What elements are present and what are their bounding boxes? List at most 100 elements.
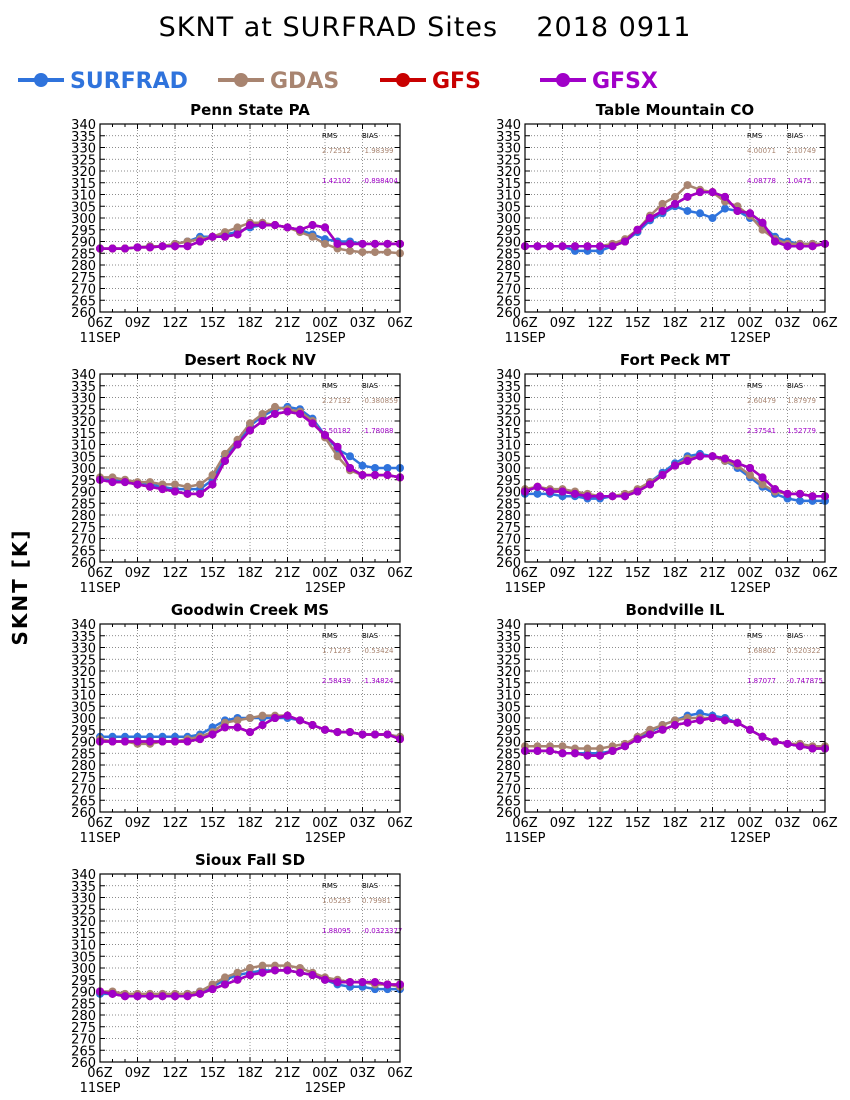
y-tick-label: 260 — [496, 556, 521, 571]
data-point — [183, 482, 192, 491]
panel-penn-state-pa: Penn State PA 260265270275280285290295300… — [71, 101, 413, 346]
y-tick-label: 280 — [71, 759, 96, 774]
y-tick-label: 285 — [71, 747, 96, 762]
x-tick-label: 12Z — [162, 566, 188, 581]
y-tick-label: 275 — [496, 771, 521, 786]
y-tick-label: 260 — [496, 806, 521, 821]
data-point — [671, 721, 679, 730]
data-point — [296, 409, 304, 418]
x-tick-label: 18Z — [237, 316, 263, 331]
data-point — [696, 188, 704, 197]
data-point — [333, 442, 342, 451]
data-point — [383, 464, 392, 472]
x-tick-label: 12Z — [162, 1066, 188, 1081]
data-point — [721, 716, 729, 725]
x-tick-label: 21Z — [275, 1066, 301, 1081]
date-label: 11SEP — [505, 581, 546, 596]
y-tick-label: 310 — [496, 689, 521, 704]
data-point — [796, 742, 804, 751]
stats-gfsx-rms: 1.87077 — [747, 677, 776, 685]
x-tick-label: 12Z — [162, 816, 188, 831]
panel-title: Bondville IL — [626, 601, 725, 619]
data-point — [271, 966, 279, 975]
data-point — [646, 214, 654, 222]
data-point — [746, 725, 754, 734]
date-label: 11SEP — [80, 331, 121, 346]
data-point — [233, 440, 242, 449]
y-tick-label: 275 — [71, 271, 96, 286]
data-point — [346, 464, 354, 472]
data-point — [646, 730, 654, 739]
data-point — [696, 716, 704, 725]
data-point — [671, 461, 679, 470]
data-point — [758, 218, 767, 227]
legend-label: GDAS — [270, 69, 339, 94]
data-point — [233, 968, 242, 977]
y-tick-label: 280 — [496, 259, 521, 274]
y-tick-label: 290 — [496, 736, 521, 751]
stats-gdas-rms: 2.60479 — [747, 397, 776, 405]
data-point — [183, 242, 192, 251]
x-tick-label: 00Z — [312, 816, 338, 831]
y-tick-label: 305 — [71, 700, 96, 715]
data-point — [596, 492, 604, 501]
x-tick-label: 03Z — [350, 316, 376, 331]
data-point — [233, 223, 242, 232]
data-point — [208, 471, 217, 480]
data-point — [533, 242, 542, 251]
data-point — [808, 242, 817, 251]
stats-header-bias: BIAS — [787, 382, 804, 390]
data-point — [321, 239, 329, 248]
y-tick-label: 270 — [496, 783, 521, 798]
data-point — [158, 242, 167, 251]
series-gfsx — [96, 221, 404, 253]
data-point — [121, 478, 129, 487]
stats-gfsx-rms: 2.58439 — [322, 677, 351, 685]
data-point — [533, 746, 542, 755]
data-point — [121, 737, 129, 746]
y-tick-label: 290 — [71, 236, 96, 251]
y-tick-label: 335 — [71, 130, 96, 145]
data-point — [233, 975, 242, 984]
date-label: 11SEP — [80, 581, 121, 596]
data-point — [533, 489, 542, 498]
y-tick-label: 295 — [496, 724, 521, 739]
data-point — [721, 192, 729, 201]
stats-gfsx-rms: 1.42102 — [322, 177, 351, 185]
y-tick-label: 310 — [496, 439, 521, 454]
date-label: 12SEP — [730, 831, 771, 846]
y-tick-label: 320 — [496, 415, 521, 430]
y-tick-label: 275 — [71, 1021, 96, 1036]
data-point — [171, 737, 179, 746]
plot-frame — [99, 123, 401, 313]
legend: SURFRAD GDAS GFS GFSX — [18, 69, 658, 94]
y-tick-label: 305 — [71, 950, 96, 965]
stats-gfsx-bias: 1.0475 — [787, 177, 812, 185]
stats-gdas-bias: -1.98399 — [362, 147, 393, 155]
data-point — [208, 985, 217, 994]
data-point — [321, 725, 329, 734]
y-tick-label: 315 — [71, 677, 96, 692]
data-point — [171, 242, 179, 251]
x-tick-label: 15Z — [200, 1066, 226, 1081]
x-tick-label: 09Z — [125, 816, 151, 831]
y-tick-label: 285 — [496, 247, 521, 262]
stats-gdas-rms: 2.27132 — [322, 397, 351, 405]
data-point — [658, 725, 667, 734]
y-tick-label: 320 — [496, 665, 521, 680]
x-tick-label: 06Z — [87, 316, 113, 331]
data-point — [358, 461, 367, 470]
y-tick-label: 305 — [496, 200, 521, 215]
data-point — [271, 409, 279, 418]
x-tick-label: 06Z — [387, 566, 413, 581]
data-point — [783, 242, 792, 251]
data-point — [296, 968, 304, 977]
data-point — [671, 192, 679, 201]
stats-header-bias: BIAS — [787, 632, 804, 640]
y-tick-label: 300 — [496, 712, 521, 727]
panel-desert-rock-nv: Desert Rock NV26026527027528028529029530… — [71, 351, 413, 596]
date-label: 12SEP — [305, 581, 346, 596]
data-point — [346, 239, 354, 248]
date-label: 11SEP — [80, 1081, 121, 1096]
x-tick-label: 15Z — [625, 816, 651, 831]
